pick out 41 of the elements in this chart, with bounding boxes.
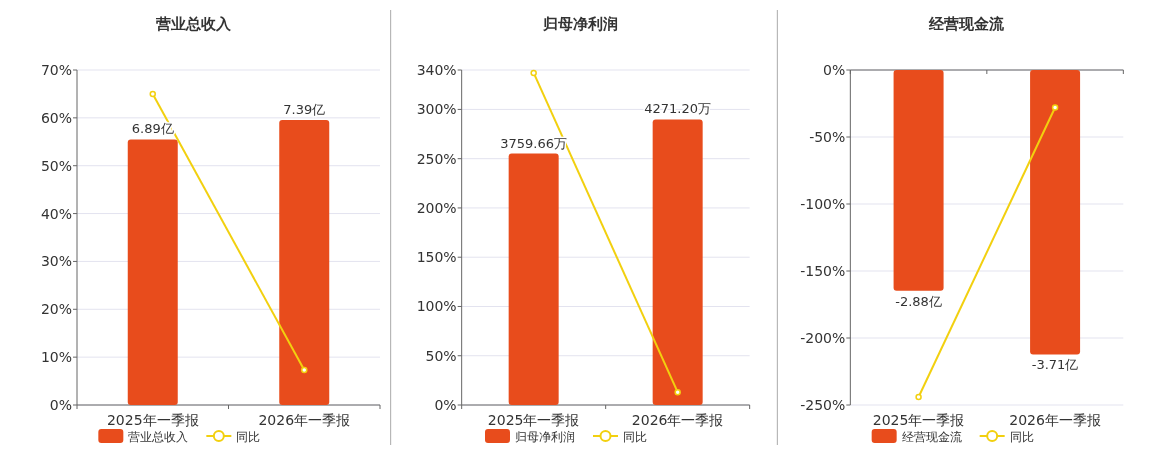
y-tick-label: 250% — [416, 150, 457, 167]
x-tick-label: 2026年一季报 — [1009, 412, 1101, 428]
x-tick-label: 2026年一季报 — [631, 412, 724, 428]
y-tick-label: 300% — [416, 101, 457, 118]
x-tick-label: 2025年一季报 — [106, 412, 199, 428]
y-tick-label: 50% — [40, 157, 72, 174]
y-tick-label: -200% — [800, 330, 846, 346]
y-tick-label: -150% — [800, 263, 846, 279]
legend-label: 营业总收入 — [128, 430, 189, 444]
y-tick-label: 0% — [823, 62, 846, 78]
chart-title: 经营现金流 — [928, 15, 1006, 33]
y-tick-label: 340% — [416, 62, 457, 78]
data-label: 7.39亿 — [283, 102, 326, 118]
data-label: 4271.20万 — [644, 101, 712, 117]
legend-label: 经营现金流 — [901, 430, 962, 444]
chart-title: 营业总收入 — [154, 15, 232, 33]
legend-label: 归母净利润 — [515, 430, 575, 444]
data-label: -2.88亿 — [895, 293, 942, 309]
y-tick-label: 70% — [40, 62, 72, 78]
y-tick-label: 200% — [416, 199, 457, 216]
legend-label: 同比 — [236, 430, 261, 444]
x-tick-label: 2026年一季报 — [258, 412, 351, 428]
y-tick-label: -100% — [800, 196, 846, 212]
y-tick-label: -250% — [800, 397, 846, 413]
y-tick-label: 10% — [40, 349, 72, 366]
y-tick-label: 20% — [40, 301, 72, 318]
y-tick-label: 100% — [416, 298, 457, 315]
data-label: -3.71亿 — [1031, 357, 1079, 373]
y-tick-label: 40% — [40, 205, 72, 222]
legend-label: 同比 — [623, 430, 647, 444]
legend-label: 同比 — [1009, 430, 1034, 444]
chart-title: 归母净利润 — [541, 15, 618, 33]
y-tick-label: 30% — [40, 253, 72, 270]
y-tick-label: 0% — [434, 397, 457, 413]
y-tick-label: 150% — [416, 249, 457, 266]
x-tick-label: 2025年一季报 — [487, 412, 580, 428]
x-tick-label: 2025年一季报 — [872, 412, 965, 428]
y-tick-label: 50% — [425, 347, 457, 364]
y-tick-label: -50% — [809, 129, 846, 145]
y-tick-label: 0% — [49, 397, 72, 413]
y-tick-label: 60% — [40, 109, 72, 126]
